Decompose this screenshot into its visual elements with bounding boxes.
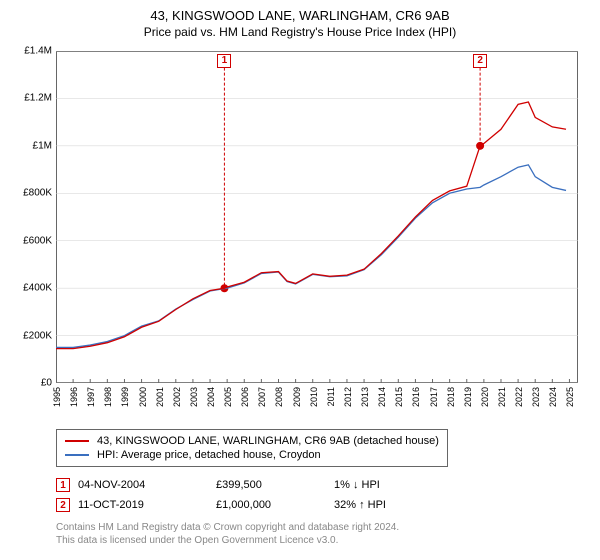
- legend-label: HPI: Average price, detached house, Croy…: [97, 449, 321, 461]
- x-tick-label: 2011: [326, 387, 336, 406]
- x-tick-label: 2005: [223, 387, 233, 407]
- legend: 43, KINGSWOOD LANE, WARLINGHAM, CR6 9AB …: [56, 429, 448, 467]
- transaction-date: 11-OCT-2019: [78, 499, 208, 511]
- x-tick-label: 2015: [394, 387, 404, 407]
- chart-subtitle: Price paid vs. HM Land Registry's House …: [14, 25, 586, 39]
- y-tick-label: £1.2M: [24, 93, 52, 104]
- x-tick-label: 1995: [52, 387, 62, 407]
- chart-area: £0£200K£400K£600K£800K£1M£1.2M£1.4M19951…: [14, 51, 586, 421]
- legend-row: HPI: Average price, detached house, Croy…: [65, 448, 439, 462]
- chart-marker: 2: [473, 54, 487, 68]
- x-tick-label: 2022: [514, 387, 524, 407]
- transaction-row: 2 11-OCT-2019 £1,000,000 32% ↑ HPI: [56, 495, 586, 515]
- y-tick-label: £0: [41, 378, 52, 389]
- y-tick-label: £600K: [23, 235, 52, 246]
- footer-line: Contains HM Land Registry data © Crown c…: [56, 521, 586, 534]
- x-tick-label: 2006: [240, 387, 250, 407]
- x-tick-label: 2016: [411, 387, 421, 407]
- transaction-table: 1 04-NOV-2004 £399,500 1% ↓ HPI 2 11-OCT…: [56, 475, 586, 515]
- transaction-row: 1 04-NOV-2004 £399,500 1% ↓ HPI: [56, 475, 586, 495]
- x-tick-label: 2000: [138, 387, 148, 407]
- x-tick-label: 2003: [189, 387, 199, 407]
- x-tick-label: 2018: [446, 387, 456, 407]
- transaction-price: £399,500: [216, 479, 326, 491]
- x-tick-label: 2025: [565, 387, 575, 407]
- x-tick-label: 2017: [429, 387, 439, 407]
- x-tick-label: 2010: [309, 387, 319, 407]
- footer: Contains HM Land Registry data © Crown c…: [56, 521, 586, 547]
- y-tick-label: £1M: [33, 140, 52, 151]
- x-tick-label: 2012: [343, 387, 353, 407]
- x-tick-label: 2008: [274, 387, 284, 407]
- plot-region: £0£200K£400K£600K£800K£1M£1.2M£1.4M19951…: [56, 51, 578, 383]
- x-tick-label: 2019: [463, 387, 473, 407]
- y-tick-label: £200K: [23, 330, 52, 341]
- x-tick-label: 2024: [548, 387, 558, 407]
- legend-swatch: [65, 454, 89, 456]
- x-tick-label: 2009: [292, 387, 302, 407]
- transaction-hpi: 1% ↓ HPI: [334, 479, 444, 491]
- x-tick-label: 1996: [69, 387, 79, 407]
- x-tick-label: 2021: [497, 387, 507, 407]
- transaction-price: £1,000,000: [216, 499, 326, 511]
- x-tick-label: 2020: [480, 387, 490, 407]
- x-tick-label: 2004: [206, 387, 216, 407]
- x-tick-label: 1999: [120, 387, 130, 407]
- x-tick-label: 2014: [377, 387, 387, 407]
- x-tick-label: 1998: [103, 387, 113, 407]
- legend-swatch: [65, 440, 89, 442]
- x-tick-label: 2013: [360, 387, 370, 407]
- transaction-date: 04-NOV-2004: [78, 479, 208, 491]
- x-tick-label: 2002: [172, 387, 182, 407]
- chart-title: 43, KINGSWOOD LANE, WARLINGHAM, CR6 9AB: [14, 8, 586, 23]
- x-tick-label: 2023: [531, 387, 541, 407]
- transaction-marker: 2: [56, 498, 70, 512]
- x-tick-label: 2001: [155, 387, 165, 407]
- legend-row: 43, KINGSWOOD LANE, WARLINGHAM, CR6 9AB …: [65, 434, 439, 448]
- legend-label: 43, KINGSWOOD LANE, WARLINGHAM, CR6 9AB …: [97, 435, 439, 447]
- chart-marker: 1: [217, 54, 231, 68]
- y-tick-label: £1.4M: [24, 46, 52, 57]
- y-tick-label: £400K: [23, 283, 52, 294]
- transaction-hpi: 32% ↑ HPI: [334, 499, 444, 511]
- transaction-marker: 1: [56, 478, 70, 492]
- x-tick-label: 1997: [86, 387, 96, 407]
- footer-line: This data is licensed under the Open Gov…: [56, 534, 586, 547]
- x-tick-label: 2007: [257, 387, 267, 407]
- y-tick-label: £800K: [23, 188, 52, 199]
